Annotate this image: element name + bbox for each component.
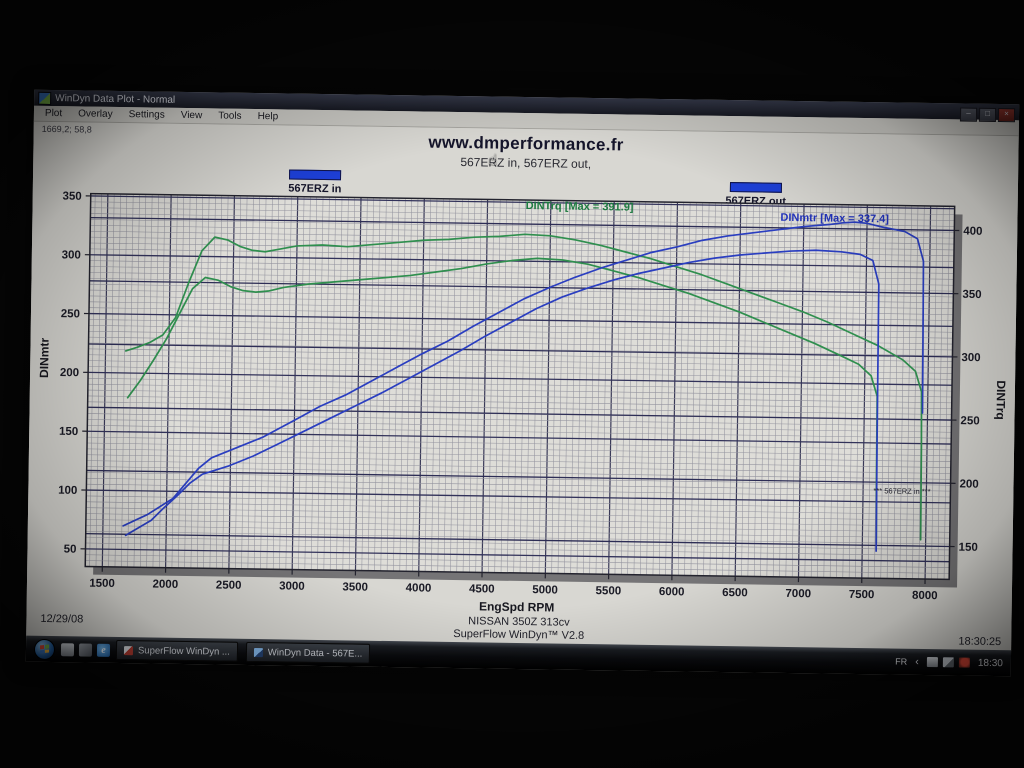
taskbar-button-label: WinDyn Data - 567E... (267, 646, 363, 660)
svg-text:50: 50 (64, 544, 77, 556)
right-axis-title: DINTrq (994, 380, 1009, 420)
language-indicator[interactable]: FR (895, 656, 908, 667)
task-buttons: SuperFlow WinDyn ... WinDyn Data - 567E..… (115, 640, 371, 664)
dyno-chart[interactable]: 1500 2000 2500 3000 3500 4000 4500 5000 5500 6000… (26, 122, 1019, 652)
test-time: 18:30:25 (958, 635, 1002, 649)
svg-text:2000: 2000 (152, 579, 178, 591)
svg-text:200: 200 (959, 478, 978, 490)
window-switcher-icon[interactable] (78, 642, 93, 657)
svg-text:6500: 6500 (722, 587, 748, 599)
max-power-annotation: DINmtr [Max = 337.4] (780, 211, 890, 226)
menu-overlay[interactable]: Overlay (78, 108, 113, 120)
taskbar-button-2[interactable]: WinDyn Data - 567E... (245, 641, 371, 664)
svg-text:5500: 5500 (595, 585, 621, 597)
svg-text:100: 100 (58, 485, 77, 497)
run-name-annotation: *** 567ERZ in *** (873, 486, 931, 497)
maximize-button[interactable]: □ (978, 107, 997, 122)
printer-icon[interactable] (926, 657, 938, 668)
tray-chevron-icon[interactable]: ‹ (915, 655, 919, 668)
window-controls: – □ × (958, 102, 1016, 122)
svg-text:150: 150 (959, 542, 978, 554)
network-icon[interactable] (942, 657, 954, 668)
svg-text:250: 250 (960, 415, 979, 427)
windyn-icon (253, 647, 263, 657)
left-axis-title: DINmtr (37, 337, 52, 378)
svg-text:1500: 1500 (89, 578, 115, 590)
svg-text:3000: 3000 (279, 580, 305, 592)
system-tray: FR ‹ 18:30 (895, 656, 1003, 670)
taskbar-clock[interactable]: 18:30 (977, 657, 1003, 669)
svg-text:400: 400 (963, 226, 982, 238)
svg-text:7500: 7500 (849, 589, 875, 601)
svg-text:3500: 3500 (342, 581, 368, 593)
svg-text:350: 350 (62, 191, 81, 203)
svg-text:200: 200 (60, 367, 79, 379)
screen: WinDyn Data Plot - Normal – □ × Plot Overla… (25, 89, 1020, 677)
svg-text:300: 300 (961, 352, 980, 364)
close-button[interactable]: × (997, 107, 1016, 122)
svg-text:2500: 2500 (216, 579, 242, 591)
svg-text:350: 350 (962, 289, 981, 301)
svg-text:300: 300 (62, 249, 81, 261)
svg-text:8000: 8000 (912, 590, 938, 602)
show-desktop-icon[interactable] (60, 642, 75, 656)
svg-text:5000: 5000 (532, 584, 558, 596)
svg-text:4500: 4500 (469, 583, 495, 595)
menu-tools[interactable]: Tools (218, 110, 242, 122)
superflow-icon (123, 645, 134, 655)
svg-text:4000: 4000 (406, 582, 432, 594)
windyn-app-icon (38, 91, 52, 105)
volume-icon[interactable] (958, 657, 970, 668)
max-torque-annotation: DINTrq [Max = 391.9] (525, 200, 634, 214)
internet-explorer-icon[interactable]: e (96, 643, 111, 657)
start-button[interactable] (33, 638, 56, 660)
plot-document: 1669,2; 58,8 www.dmperformance.fr 567ERZ… (26, 121, 1019, 652)
svg-text:7000: 7000 (785, 588, 811, 600)
taskbar-button-label: SuperFlow WinDyn ... (137, 644, 230, 658)
menu-plot[interactable]: Plot (44, 107, 63, 120)
tray-icons (926, 657, 970, 668)
windows-flag-icon (39, 644, 50, 654)
svg-text:6000: 6000 (659, 586, 685, 598)
quick-launch: e (60, 642, 111, 657)
menu-settings[interactable]: Settings (128, 109, 165, 121)
minimize-button[interactable]: – (959, 106, 978, 122)
menu-view[interactable]: View (180, 109, 203, 122)
x-axis-title: EngSpd RPM (479, 599, 555, 614)
svg-text:150: 150 (59, 426, 78, 438)
svg-text:250: 250 (61, 308, 80, 320)
menu-help[interactable]: Help (257, 111, 279, 123)
taskbar-button-1[interactable]: SuperFlow WinDyn ... (115, 640, 239, 662)
